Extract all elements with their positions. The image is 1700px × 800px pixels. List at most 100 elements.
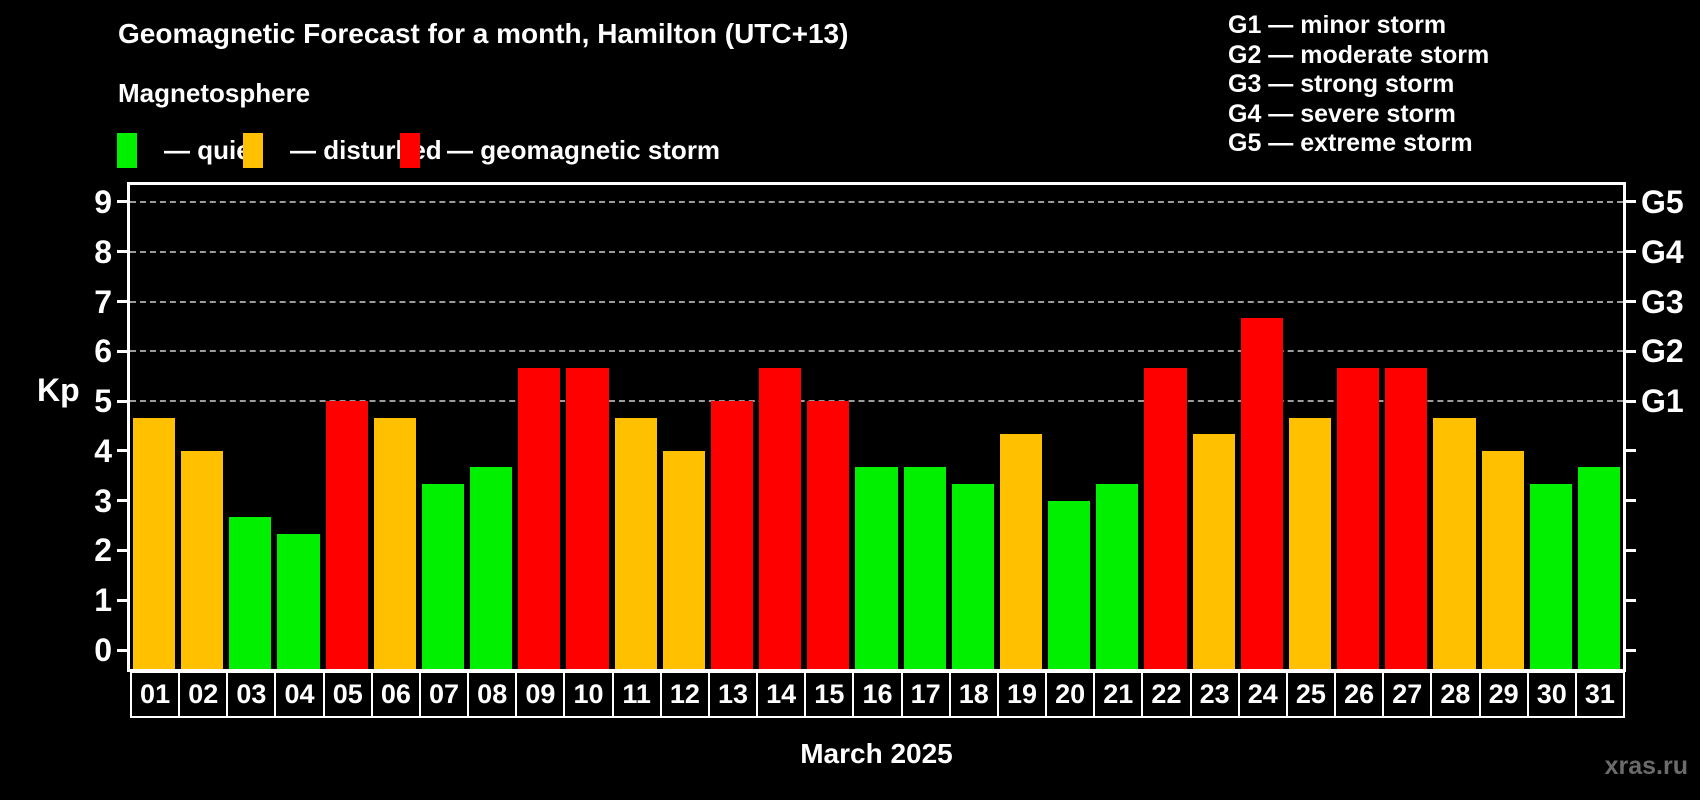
gridline-kp-7	[130, 300, 1623, 303]
bar-day-24	[1240, 317, 1283, 669]
y-axis-label-4: 4	[94, 432, 112, 469]
y-tick-left-8	[117, 250, 130, 254]
bar-day-15	[807, 401, 850, 669]
bar-day-26	[1337, 367, 1380, 669]
quiet-color-swatch	[117, 132, 137, 168]
g-legend-line-g2: G2 — moderate storm	[1228, 40, 1490, 69]
gridline-kp-8	[130, 250, 1623, 253]
y-axis-label-9: 9	[94, 183, 112, 220]
day-cell-18: 18	[948, 671, 999, 718]
bar-day-31	[1577, 467, 1620, 669]
g-scale-legend: G1 — minor storm G2 — moderate storm G3 …	[1228, 11, 1489, 159]
day-cell-15: 15	[804, 671, 855, 718]
g-axis-label-G1: G1	[1641, 383, 1684, 420]
gridline-kp-6	[130, 350, 1623, 353]
day-cell-21: 21	[1093, 671, 1144, 718]
day-cell-12: 12	[659, 671, 710, 718]
legend-label-storm: — geomagnetic storm	[447, 134, 721, 165]
y-tick-left-3	[117, 499, 130, 503]
y-tick-left-6	[117, 349, 130, 353]
g-legend-line-g1: G1 — minor storm	[1228, 11, 1447, 39]
day-cell-10: 10	[563, 671, 614, 718]
bar-day-22	[1144, 367, 1187, 669]
g-axis-label-G3: G3	[1641, 283, 1684, 320]
bar-day-08	[470, 467, 513, 669]
day-cell-30: 30	[1526, 671, 1577, 718]
page-title: Geomagnetic Forecast for a month, Hamilt…	[118, 18, 849, 49]
magnetosphere-subtitle: Magnetosphere	[118, 78, 311, 108]
g-axis-label-G5: G5	[1641, 183, 1684, 220]
day-cell-13: 13	[707, 671, 759, 718]
y-tick-left-2	[117, 548, 130, 552]
y-axis-label-3: 3	[94, 482, 112, 519]
bar-day-28	[1433, 417, 1476, 669]
y-axis-label-5: 5	[94, 383, 112, 420]
day-cell-02: 02	[178, 671, 229, 718]
day-cell-09: 09	[515, 671, 566, 718]
bar-day-03	[229, 517, 272, 669]
bar-day-06	[373, 417, 416, 669]
day-cell-08: 08	[467, 671, 518, 718]
bar-day-12	[662, 450, 705, 669]
g-legend-line-g3: G3 — strong storm	[1228, 70, 1455, 99]
bar-day-19	[999, 434, 1043, 669]
bar-day-17	[903, 467, 946, 669]
y-axis-title: Kp	[37, 372, 80, 408]
bar-day-02	[181, 450, 224, 669]
storm-color-swatch	[400, 132, 420, 168]
y-axis-label-6: 6	[94, 333, 112, 370]
bar-day-13	[710, 401, 754, 669]
bar-day-29	[1481, 450, 1524, 669]
bar-day-30	[1529, 484, 1572, 669]
bar-day-20	[1048, 500, 1091, 669]
day-cell-24: 24	[1237, 671, 1288, 718]
bar-day-27	[1385, 367, 1428, 669]
day-cell-31: 31	[1574, 671, 1625, 718]
day-cell-29: 29	[1478, 671, 1529, 718]
y-tick-right-9	[1623, 200, 1636, 204]
day-cell-11: 11	[611, 671, 662, 718]
y-axis-label-2: 2	[94, 532, 112, 569]
watermark: xras.ru	[1604, 752, 1688, 780]
g-axis-label-G4: G4	[1641, 233, 1684, 270]
day-cell-04: 04	[274, 671, 325, 718]
bar-day-10	[566, 367, 609, 669]
gridline-kp-5	[130, 400, 1623, 403]
day-cell-03: 03	[226, 671, 277, 718]
day-cell-28: 28	[1430, 671, 1481, 718]
day-cell-16: 16	[852, 671, 903, 718]
bar-day-21	[1096, 484, 1139, 669]
bar-day-07	[421, 484, 465, 669]
bar-day-11	[614, 417, 657, 669]
bar-day-01	[133, 417, 176, 669]
bar-day-04	[277, 534, 320, 669]
y-axis-label-0: 0	[94, 632, 112, 668]
gridline-kp-9	[130, 200, 1623, 203]
y-tick-left-7	[117, 300, 130, 304]
y-tick-left-9	[117, 200, 130, 204]
y-tick-left-0	[117, 648, 130, 652]
bar-day-16	[855, 467, 898, 669]
y-tick-right-1	[1623, 598, 1636, 602]
day-cell-17: 17	[900, 671, 951, 718]
bar-day-14	[759, 367, 802, 669]
g-legend-line-g5: G5 — extreme storm	[1228, 129, 1473, 158]
bar-day-05	[325, 401, 368, 669]
y-tick-right-4	[1623, 449, 1636, 453]
day-cell-06: 06	[370, 671, 421, 718]
y-tick-left-4	[117, 449, 130, 453]
bar-day-09	[518, 367, 561, 669]
day-cell-22: 22	[1141, 671, 1192, 718]
legend-item-storm: — geomagnetic storm	[400, 132, 720, 168]
disturbed-color-swatch	[243, 132, 263, 168]
day-cell-25: 25	[1285, 671, 1337, 718]
y-tick-right-3	[1623, 499, 1636, 503]
y-tick-right-2	[1623, 548, 1636, 552]
y-tick-right-6	[1623, 349, 1636, 353]
g-axis-label-G2: G2	[1641, 333, 1684, 370]
day-cell-19: 19	[996, 671, 1048, 718]
bar-day-18	[951, 484, 994, 669]
day-cell-05: 05	[322, 671, 373, 718]
